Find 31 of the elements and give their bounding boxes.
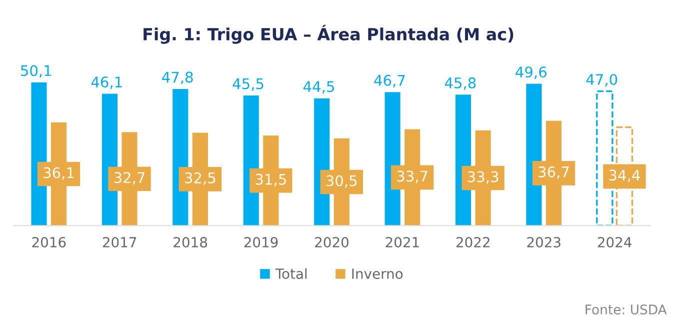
data-label: 45,8 (444, 77, 476, 90)
data-label: 46,7 (374, 74, 405, 88)
data-label: 36,7 (538, 166, 569, 179)
data-label: 34,4 (609, 170, 640, 182)
data-label: 30,5 (326, 175, 357, 188)
data-label: 44,5 (303, 81, 334, 94)
data-label: 47,0 (586, 74, 618, 86)
chart-title: Fig. 1: Trigo EUA – Área Plantada (M ac) (144, 24, 514, 44)
x-tick-label: 2016 (32, 236, 66, 248)
data-label: 46,1 (91, 76, 122, 90)
x-tick-label: 2024 (598, 236, 632, 248)
x-tick-label: 2018 (174, 236, 208, 248)
x-tick-label: 2023 (527, 236, 560, 248)
legend-label: Inverno (352, 268, 403, 279)
data-label: 49,6 (516, 66, 546, 80)
x-tick-label: 2021 (386, 236, 419, 248)
x-tick-label: 2019 (244, 236, 278, 248)
data-label: 47,8 (162, 72, 193, 84)
data-label: 32,5 (185, 172, 216, 185)
data-label: 32,7 (114, 172, 144, 185)
data-label: 31,5 (256, 174, 286, 186)
data-label: 33,7 (397, 170, 428, 184)
source-note: Fonte: USDA (586, 304, 667, 314)
x-tick-label: 2017 (102, 236, 136, 248)
legend-label: Total (275, 268, 307, 279)
data-label: 50,1 (21, 65, 52, 78)
x-tick-label: 2022 (456, 236, 490, 248)
data-label: 45,5 (232, 78, 264, 91)
data-label: 33,3 (468, 171, 498, 184)
x-tick-label: 2020 (315, 236, 348, 248)
data-label: 36,1 (44, 167, 74, 180)
